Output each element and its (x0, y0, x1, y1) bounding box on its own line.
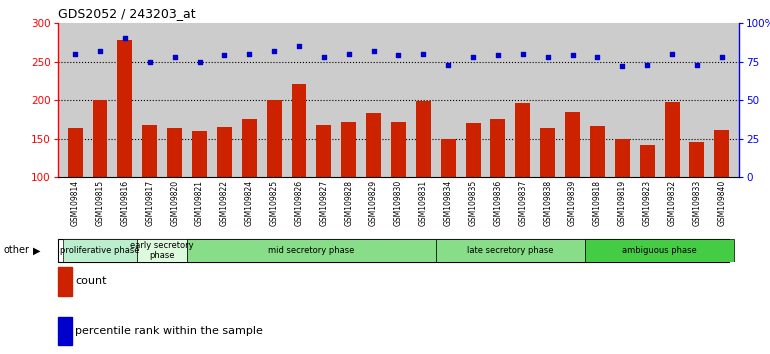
Bar (565, 112, 580, 177)
Bar (217, 127, 232, 177)
Point (417, 51, 430, 57)
Point (541, 54, 554, 60)
Bar (341, 122, 357, 177)
Point (442, 62, 454, 67)
Bar (436, 239, 585, 262)
Point (293, 43, 305, 49)
Bar (590, 126, 605, 177)
Point (616, 63, 628, 69)
Point (715, 54, 728, 60)
Text: GDS2052 / 243203_at: GDS2052 / 243203_at (58, 7, 196, 20)
Bar (187, 239, 436, 262)
Text: count: count (75, 276, 107, 286)
Bar (192, 131, 207, 177)
Point (641, 62, 653, 67)
Bar (242, 119, 256, 177)
Bar (367, 113, 381, 177)
Bar (715, 130, 729, 177)
Point (343, 51, 355, 57)
Bar (440, 138, 456, 177)
Bar (118, 40, 132, 177)
Bar (137, 239, 187, 262)
Text: early secretory
phase: early secretory phase (130, 241, 194, 260)
Bar (167, 128, 182, 177)
Bar (515, 103, 531, 177)
Bar (541, 129, 555, 177)
Bar (640, 145, 654, 177)
Bar (292, 84, 306, 177)
Point (94, 48, 106, 53)
Point (169, 54, 181, 60)
Bar (490, 119, 505, 177)
Point (268, 48, 280, 53)
Bar (585, 239, 735, 262)
Point (691, 62, 703, 67)
Text: ▶: ▶ (33, 245, 41, 255)
Point (218, 52, 230, 58)
Point (318, 54, 330, 60)
Bar (466, 123, 480, 177)
Bar (416, 101, 430, 177)
Bar (615, 138, 630, 177)
Point (367, 48, 380, 53)
Bar (68, 129, 82, 177)
Text: percentile rank within the sample: percentile rank within the sample (75, 326, 263, 336)
Point (467, 54, 479, 60)
Text: mid secretory phase: mid secretory phase (268, 246, 355, 255)
Point (666, 51, 678, 57)
Bar (316, 125, 331, 177)
Point (567, 52, 579, 58)
Text: late secretory phase: late secretory phase (467, 246, 554, 255)
Bar (266, 100, 282, 177)
Point (393, 52, 405, 58)
Bar (62, 239, 137, 262)
Bar (689, 142, 705, 177)
Point (119, 35, 131, 41)
Bar (391, 122, 406, 177)
Bar (92, 100, 108, 177)
Point (591, 54, 604, 60)
Text: proliferative phase: proliferative phase (60, 246, 140, 255)
Text: ambiguous phase: ambiguous phase (622, 246, 697, 255)
Point (492, 52, 504, 58)
Point (69, 51, 82, 57)
Bar (142, 125, 157, 177)
Point (243, 51, 256, 57)
Point (193, 59, 206, 64)
Point (517, 51, 529, 57)
Point (144, 59, 156, 64)
Text: other: other (4, 245, 30, 255)
Bar (665, 102, 679, 177)
